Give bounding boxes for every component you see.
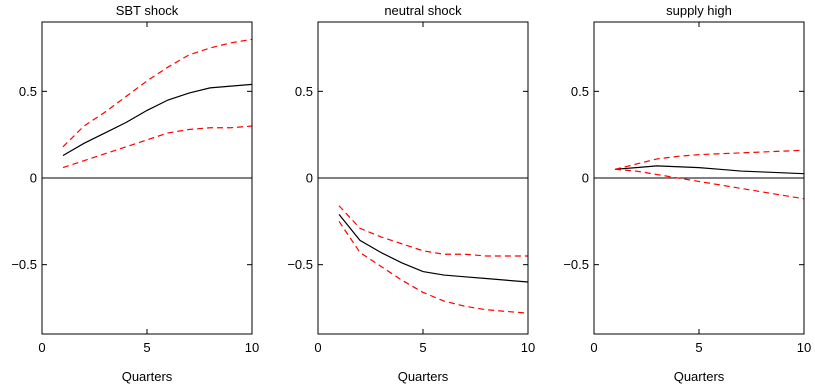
panel-neutral-shock: neutral shock Quarters 0 5 10 −0.5 0 0.5 [287, 3, 535, 384]
panel-title: neutral shock [384, 3, 462, 18]
x-axis-label: Quarters [122, 369, 173, 384]
x-tick-label: 5 [143, 340, 150, 355]
series-line-estimate [62, 83, 253, 156]
series-line-lower-band [614, 168, 805, 200]
y-tick-label: 0.5 [19, 84, 37, 99]
y-tick-label: −0.5 [563, 257, 589, 272]
series-line-estimate [338, 214, 529, 283]
series-line-lower-band [338, 220, 529, 314]
series-line-upper-band [338, 205, 528, 257]
x-tick-label: 0 [590, 340, 597, 355]
series-line-estimate [614, 165, 805, 175]
x-axis-label: Quarters [398, 369, 449, 384]
x-axis-label: Quarters [674, 369, 725, 384]
y-tick-label: 0 [582, 171, 589, 186]
y-tick-label: 0 [306, 171, 313, 186]
y-tick-label: −0.5 [11, 257, 37, 272]
panel-supply-high: supply high Quarters 0 5 10 −0.5 0 0.5 [563, 3, 811, 384]
x-tick-label: 5 [419, 340, 426, 355]
y-tick-label: 0.5 [571, 84, 589, 99]
x-tick-label: 0 [38, 340, 45, 355]
panel-title: supply high [666, 3, 732, 18]
panel-sbt-shock: SBT shock Quarters 0 5 10 −0.5 0 0.5 [11, 3, 259, 384]
y-tick-label: −0.5 [287, 257, 313, 272]
x-tick-label: 10 [797, 340, 811, 355]
series-line-upper-band [62, 38, 253, 148]
x-tick-label: 10 [521, 340, 535, 355]
y-tick-label: 0.5 [295, 84, 313, 99]
x-tick-label: 0 [314, 340, 321, 355]
series-line-lower-band [62, 125, 253, 169]
y-tick-label: 0 [30, 171, 37, 186]
panel-title: SBT shock [116, 3, 179, 18]
x-tick-label: 10 [245, 340, 259, 355]
x-tick-label: 5 [695, 340, 702, 355]
series-line-upper-band [614, 149, 805, 170]
